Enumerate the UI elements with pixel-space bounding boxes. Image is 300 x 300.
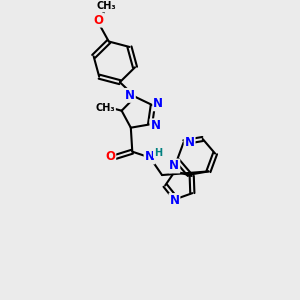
Text: H: H: [154, 148, 162, 158]
Text: N: N: [145, 150, 154, 164]
Text: CH₃: CH₃: [97, 2, 116, 11]
Text: N: N: [153, 97, 163, 110]
Text: N: N: [184, 136, 195, 149]
Text: N: N: [150, 119, 161, 132]
Text: O: O: [105, 150, 115, 164]
Text: N: N: [169, 194, 179, 207]
Text: N: N: [125, 89, 135, 102]
Text: CH₃: CH₃: [95, 103, 115, 113]
Text: N: N: [169, 160, 179, 172]
Text: O: O: [93, 14, 103, 27]
